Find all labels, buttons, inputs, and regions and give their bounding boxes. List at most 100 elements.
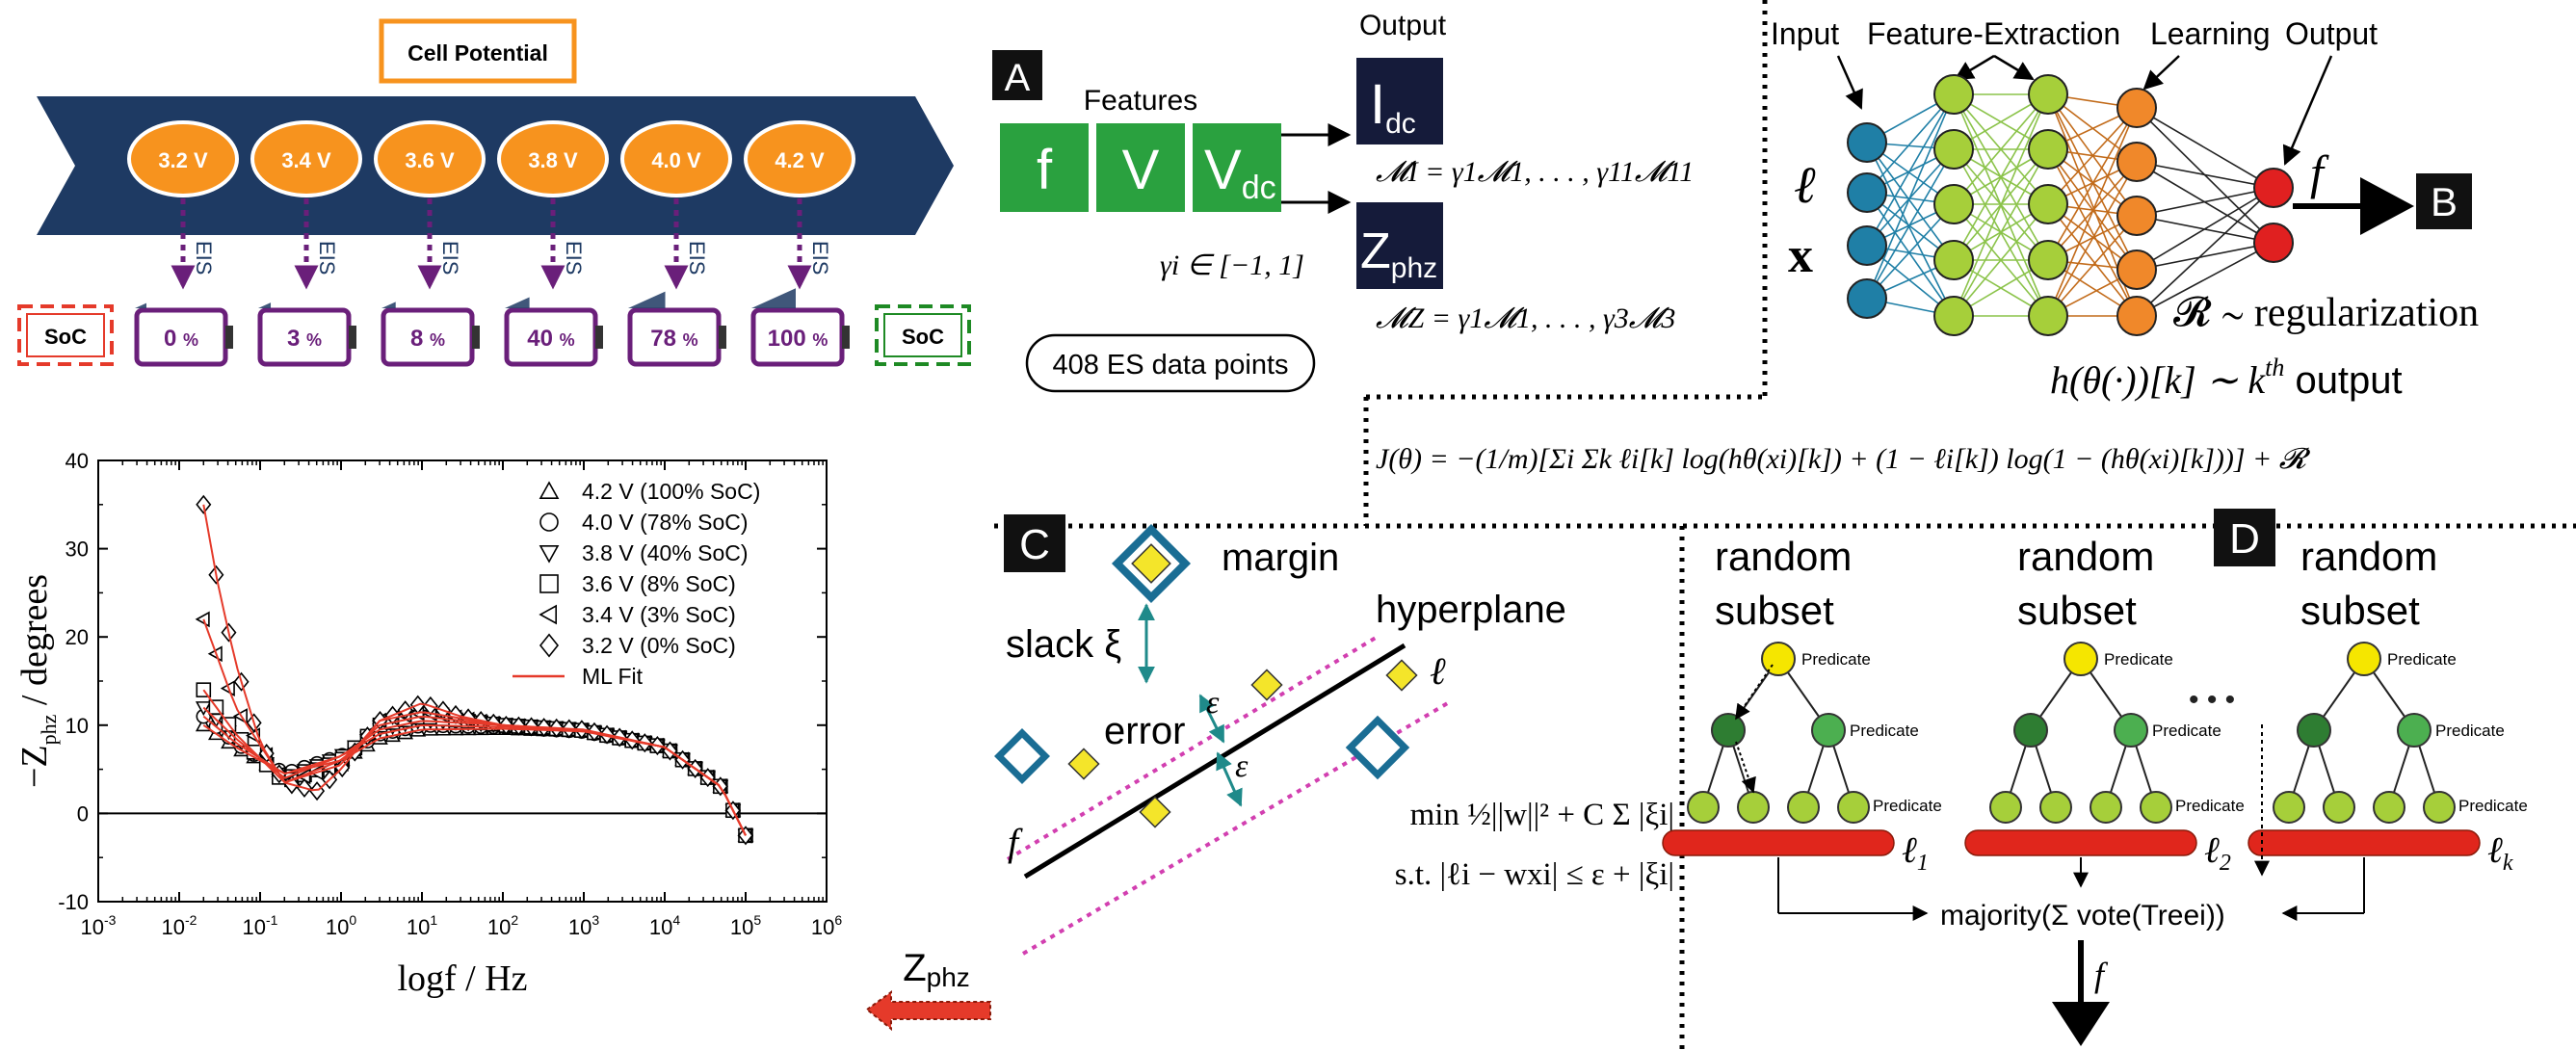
data-point [1385, 659, 1418, 692]
soc-percent: 3 % [287, 326, 322, 352]
panel-c: C margin hyperplane slack ξ error ε ε ℓ … [994, 514, 1674, 956]
x-tick-label: 102 [487, 912, 518, 939]
tree-output-bar [1964, 829, 2197, 856]
subset-label-line1: random [2017, 534, 2154, 579]
eis-label: EIS [808, 241, 832, 275]
panel-b-letter: B [2431, 179, 2458, 224]
nn-node [1933, 74, 1974, 115]
nn-edge [2047, 161, 2138, 317]
soc-level-wedge [381, 302, 396, 308]
cell-potential-title: Cell Potential [407, 40, 548, 66]
nn-edge [1953, 93, 2049, 205]
predicate-label: Predicate [2458, 797, 2528, 815]
equation-mz: 𝓜Z = γ1𝓜1, . . . , γ3𝓜3 [1376, 302, 1675, 334]
tree-output-label: ℓ2 [2204, 830, 2231, 876]
svm-ell-label: ℓ [1430, 649, 1446, 693]
x-tick-label: 100 [326, 912, 356, 939]
nn-node [2028, 240, 2068, 280]
data-point [1139, 796, 1171, 828]
nn-label-learning: Learning [2150, 16, 2271, 51]
equation-mi: 𝓜I = γ1𝓜1, . . . , γ11𝓜11 [1376, 156, 1694, 188]
zphz-arrow-label: Zphz [903, 947, 970, 992]
eis-label: EIS [315, 241, 339, 275]
voltage-arrow-banner [37, 96, 954, 235]
tree-output-label: ℓk [2487, 830, 2513, 876]
feature-box-v [1096, 123, 1185, 212]
data-points-pill [1025, 333, 1316, 393]
data-point [1250, 669, 1283, 701]
nn-edge [2136, 187, 2274, 217]
tree-output-bar [1662, 829, 1895, 856]
nn-edge [1866, 93, 1955, 300]
svm-margin-label: margin [1222, 537, 1339, 579]
nn-node [1847, 122, 1887, 163]
panel-separators [994, 0, 2576, 1050]
data-point [1067, 748, 1100, 780]
panel-d-letter: D [2229, 515, 2260, 563]
tree-leaf-node [2039, 791, 2072, 824]
svm-epsilon-lower: ε [1235, 748, 1249, 784]
data-point [196, 494, 212, 514]
tree-inner-node [2013, 713, 2048, 748]
soc-right-box: SoC [875, 304, 971, 366]
soc-percent: 78 % [650, 326, 697, 352]
nn-cost-function: J(θ) = −(1/m)[Σi Σk ℓi[k] log(hθ(xi)[k])… [1376, 443, 2311, 475]
x-tick-label: 103 [568, 912, 599, 939]
nn-edge [1866, 148, 1955, 300]
predicate-label: Predicate [2104, 650, 2173, 669]
subset-label-line2: subset [2300, 588, 2420, 633]
y-tick-label: 30 [66, 538, 89, 562]
nn-edge [1953, 93, 2049, 261]
x-axis-label: logf / Hz [397, 958, 527, 999]
subset-label-line1: random [2300, 534, 2437, 579]
nn-label-feature-extraction: Feature-Extraction [1867, 16, 2120, 51]
ml-fit-line [202, 504, 747, 836]
nn-edge [2136, 242, 2274, 271]
nn-edge [2136, 107, 2274, 189]
nn-edge [1866, 192, 1955, 317]
nn-label-input: Input [1771, 16, 1839, 51]
nn-edge [2136, 242, 2274, 317]
support-vector-top [1111, 523, 1192, 604]
predicate-label: Predicate [1801, 650, 1871, 669]
x-tick-label: 104 [649, 912, 680, 939]
soc-level-wedge [751, 288, 796, 308]
soc-right-label: SoC [902, 325, 944, 349]
nn-node [2253, 223, 2294, 263]
svm-hyperplane-label: hyperplane [1376, 589, 1566, 631]
nn-edge [2047, 203, 2138, 317]
tree-leaf-node [2423, 791, 2456, 824]
panel-c-letter: C [1019, 521, 1050, 568]
y-tick-label: -10 [58, 890, 89, 914]
output-box-idc [1356, 58, 1443, 144]
legend-label: 3.8 V (40% SoC) [582, 540, 749, 565]
data-point [195, 611, 210, 628]
x-tick-label: 10-2 [162, 912, 197, 939]
nn-output-definition: h(θ(·))[k] ∼ kth output [2050, 354, 2403, 402]
gamma-range: γi ∈ [−1, 1] [1160, 249, 1304, 281]
phase-chart: 10-3 10-2 10-1 100 101 102 103 104 105 106 -10 0 10 2… [14, 449, 842, 999]
cell-potential-title-box [379, 18, 577, 84]
nn-edge [2136, 187, 2274, 271]
predicate-label: Predicate [2175, 797, 2245, 815]
nn-edge [1866, 93, 1955, 247]
voltage-label: 4.2 V [775, 148, 825, 172]
nn-node [1847, 225, 1887, 266]
legend-label: 4.0 V (78% SoC) [582, 510, 749, 535]
tree-inner-node [1711, 713, 1746, 748]
predicate-label: Predicate [1873, 797, 1942, 815]
nn-regularization: 𝓡 ∼ regularization [2173, 291, 2479, 335]
eis-label: EIS [192, 241, 216, 275]
voltage-bubble [497, 120, 609, 197]
nn-node [2028, 74, 2068, 115]
x-tick-label: 106 [811, 912, 842, 939]
nn-edge [1866, 142, 1955, 317]
cell-potential-panel: Cell Potential 3.2 V EIS 3.4 V EIS 3.6 V EIS 3… [17, 18, 971, 367]
feature-box-vdc [1193, 123, 1281, 212]
legend-marker [539, 604, 558, 625]
predicate-label: Predicate [1850, 722, 1919, 740]
nn-edge [1953, 93, 2049, 317]
battery-icon: 40 % [504, 297, 603, 367]
svm-error-label: error [1104, 710, 1185, 752]
nn-input-x: x [1788, 228, 1813, 283]
